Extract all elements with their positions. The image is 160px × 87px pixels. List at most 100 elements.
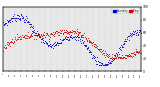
Point: [84, 36, 86, 37]
Point: [42, 37, 44, 38]
Point: [116, 54, 118, 55]
Point: [15, 20, 17, 21]
Point: [37, 32, 40, 34]
Point: [18, 38, 21, 39]
Point: [128, 53, 130, 55]
Point: [25, 37, 28, 39]
Point: [95, 46, 97, 48]
Point: [48, 39, 51, 40]
Point: [116, 53, 119, 54]
Point: [33, 38, 36, 39]
Point: [54, 32, 56, 34]
Point: [6, 20, 8, 21]
Point: [36, 33, 39, 35]
Point: [77, 36, 80, 38]
Point: [106, 63, 109, 65]
Point: [116, 55, 118, 56]
Point: [92, 42, 94, 43]
Point: [110, 58, 112, 59]
Point: [3, 47, 6, 48]
Point: [74, 36, 76, 37]
Point: [137, 33, 140, 35]
Point: [26, 35, 29, 36]
Point: [128, 33, 131, 34]
Point: [129, 35, 132, 37]
Point: [69, 37, 72, 38]
Point: [84, 44, 86, 46]
Point: [50, 46, 52, 47]
Point: [61, 40, 64, 41]
Point: [14, 40, 17, 41]
Point: [8, 43, 11, 44]
Point: [118, 47, 120, 49]
Point: [77, 33, 80, 35]
Point: [117, 51, 120, 52]
Point: [22, 36, 24, 37]
Point: [34, 32, 37, 34]
Point: [36, 34, 39, 35]
Point: [103, 64, 105, 66]
Point: [66, 30, 69, 31]
Point: [123, 56, 126, 57]
Point: [71, 29, 73, 31]
Point: [42, 41, 45, 42]
Point: [79, 40, 81, 41]
Point: [124, 54, 126, 56]
Point: [47, 45, 50, 46]
Point: [114, 54, 117, 56]
Point: [125, 58, 127, 59]
Point: [45, 42, 48, 43]
Point: [24, 35, 27, 36]
Point: [2, 24, 5, 26]
Point: [31, 27, 33, 28]
Point: [138, 51, 140, 52]
Point: [63, 37, 66, 38]
Point: [140, 32, 142, 34]
Point: [14, 38, 16, 39]
Point: [92, 46, 95, 47]
Point: [34, 35, 36, 36]
Point: [65, 38, 67, 39]
Point: [121, 46, 124, 48]
Point: [89, 51, 91, 52]
Point: [52, 45, 55, 47]
Point: [22, 36, 25, 37]
Point: [5, 44, 8, 45]
Point: [29, 36, 31, 38]
Point: [54, 32, 57, 33]
Point: [131, 55, 134, 56]
Point: [27, 32, 29, 33]
Point: [96, 64, 98, 65]
Point: [112, 58, 114, 59]
Point: [8, 43, 10, 44]
Point: [106, 54, 108, 55]
Point: [59, 43, 61, 44]
Point: [139, 50, 141, 51]
Point: [107, 62, 110, 63]
Point: [14, 17, 17, 19]
Point: [110, 60, 112, 62]
Point: [16, 17, 19, 19]
Point: [133, 53, 136, 54]
Point: [48, 43, 51, 44]
Point: [57, 34, 59, 36]
Point: [10, 40, 12, 41]
Point: [127, 35, 129, 37]
Point: [2, 51, 4, 52]
Point: [65, 38, 68, 39]
Point: [52, 34, 54, 36]
Point: [35, 38, 37, 40]
Point: [64, 39, 67, 40]
Point: [13, 37, 16, 38]
Point: [114, 54, 116, 56]
Point: [104, 56, 107, 58]
Point: [29, 35, 32, 37]
Point: [20, 14, 23, 15]
Point: [79, 38, 82, 39]
Point: [112, 57, 114, 58]
Point: [66, 33, 68, 34]
Point: [32, 28, 34, 29]
Point: [82, 34, 84, 36]
Point: [108, 57, 111, 58]
Point: [108, 62, 111, 63]
